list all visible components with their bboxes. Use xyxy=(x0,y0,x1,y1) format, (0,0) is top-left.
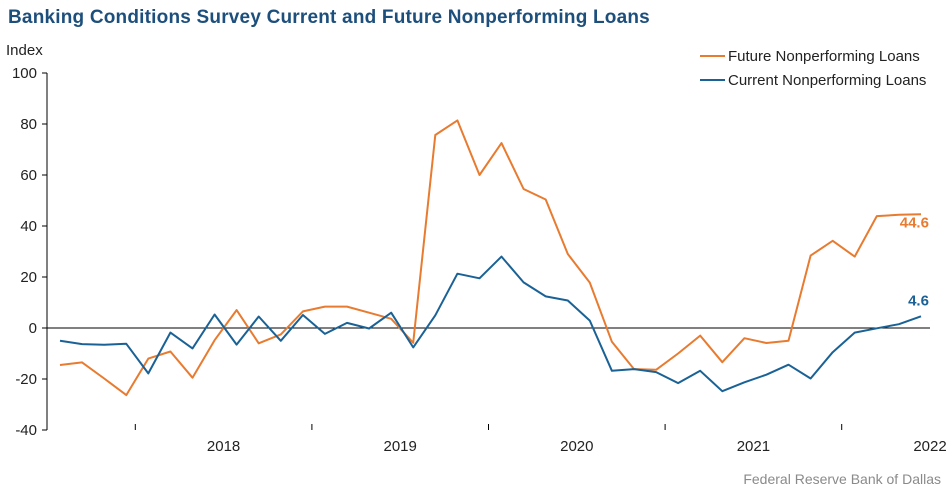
chart-end-labels: 44.6 4.6 xyxy=(900,214,929,309)
x-tick-label: 2022 xyxy=(913,438,946,455)
y-tick-label: -40 xyxy=(15,422,37,439)
y-tick-label: 60 xyxy=(20,167,37,184)
y-tick-label: 40 xyxy=(20,218,37,235)
x-tick-label: 2018 xyxy=(207,438,240,455)
y-tick-label: 100 xyxy=(12,65,37,82)
y-tick-label: -20 xyxy=(15,371,37,388)
chart-axes: -40 -20 0 20 40 60 80 100 Index 2018 2019 2020 2021 2… xyxy=(6,42,947,455)
end-label-current: 4.6 xyxy=(908,292,929,309)
x-tick-label: 2021 xyxy=(737,438,770,455)
y-tick-label: 80 xyxy=(20,116,37,133)
chart-title: Banking Conditions Survey Current and Fu… xyxy=(8,7,650,28)
source-note: Federal Reserve Bank of Dallas xyxy=(743,471,941,487)
y-tick-label: 0 xyxy=(29,320,37,337)
series-line-current xyxy=(59,255,922,393)
y-tick-label: 20 xyxy=(20,269,37,286)
chart-lines xyxy=(59,119,922,397)
y-axis-label: Index xyxy=(6,42,43,59)
legend-label: Future Nonperforming Loans xyxy=(728,48,920,65)
chart-legend: Future Nonperforming Loans Current Nonper… xyxy=(700,48,926,89)
legend-label: Current Nonperforming Loans xyxy=(728,72,926,89)
x-tick-label: 2020 xyxy=(560,438,593,455)
x-tick-label: 2019 xyxy=(384,438,417,455)
series-line-future xyxy=(59,119,922,397)
end-label-future: 44.6 xyxy=(900,214,929,231)
